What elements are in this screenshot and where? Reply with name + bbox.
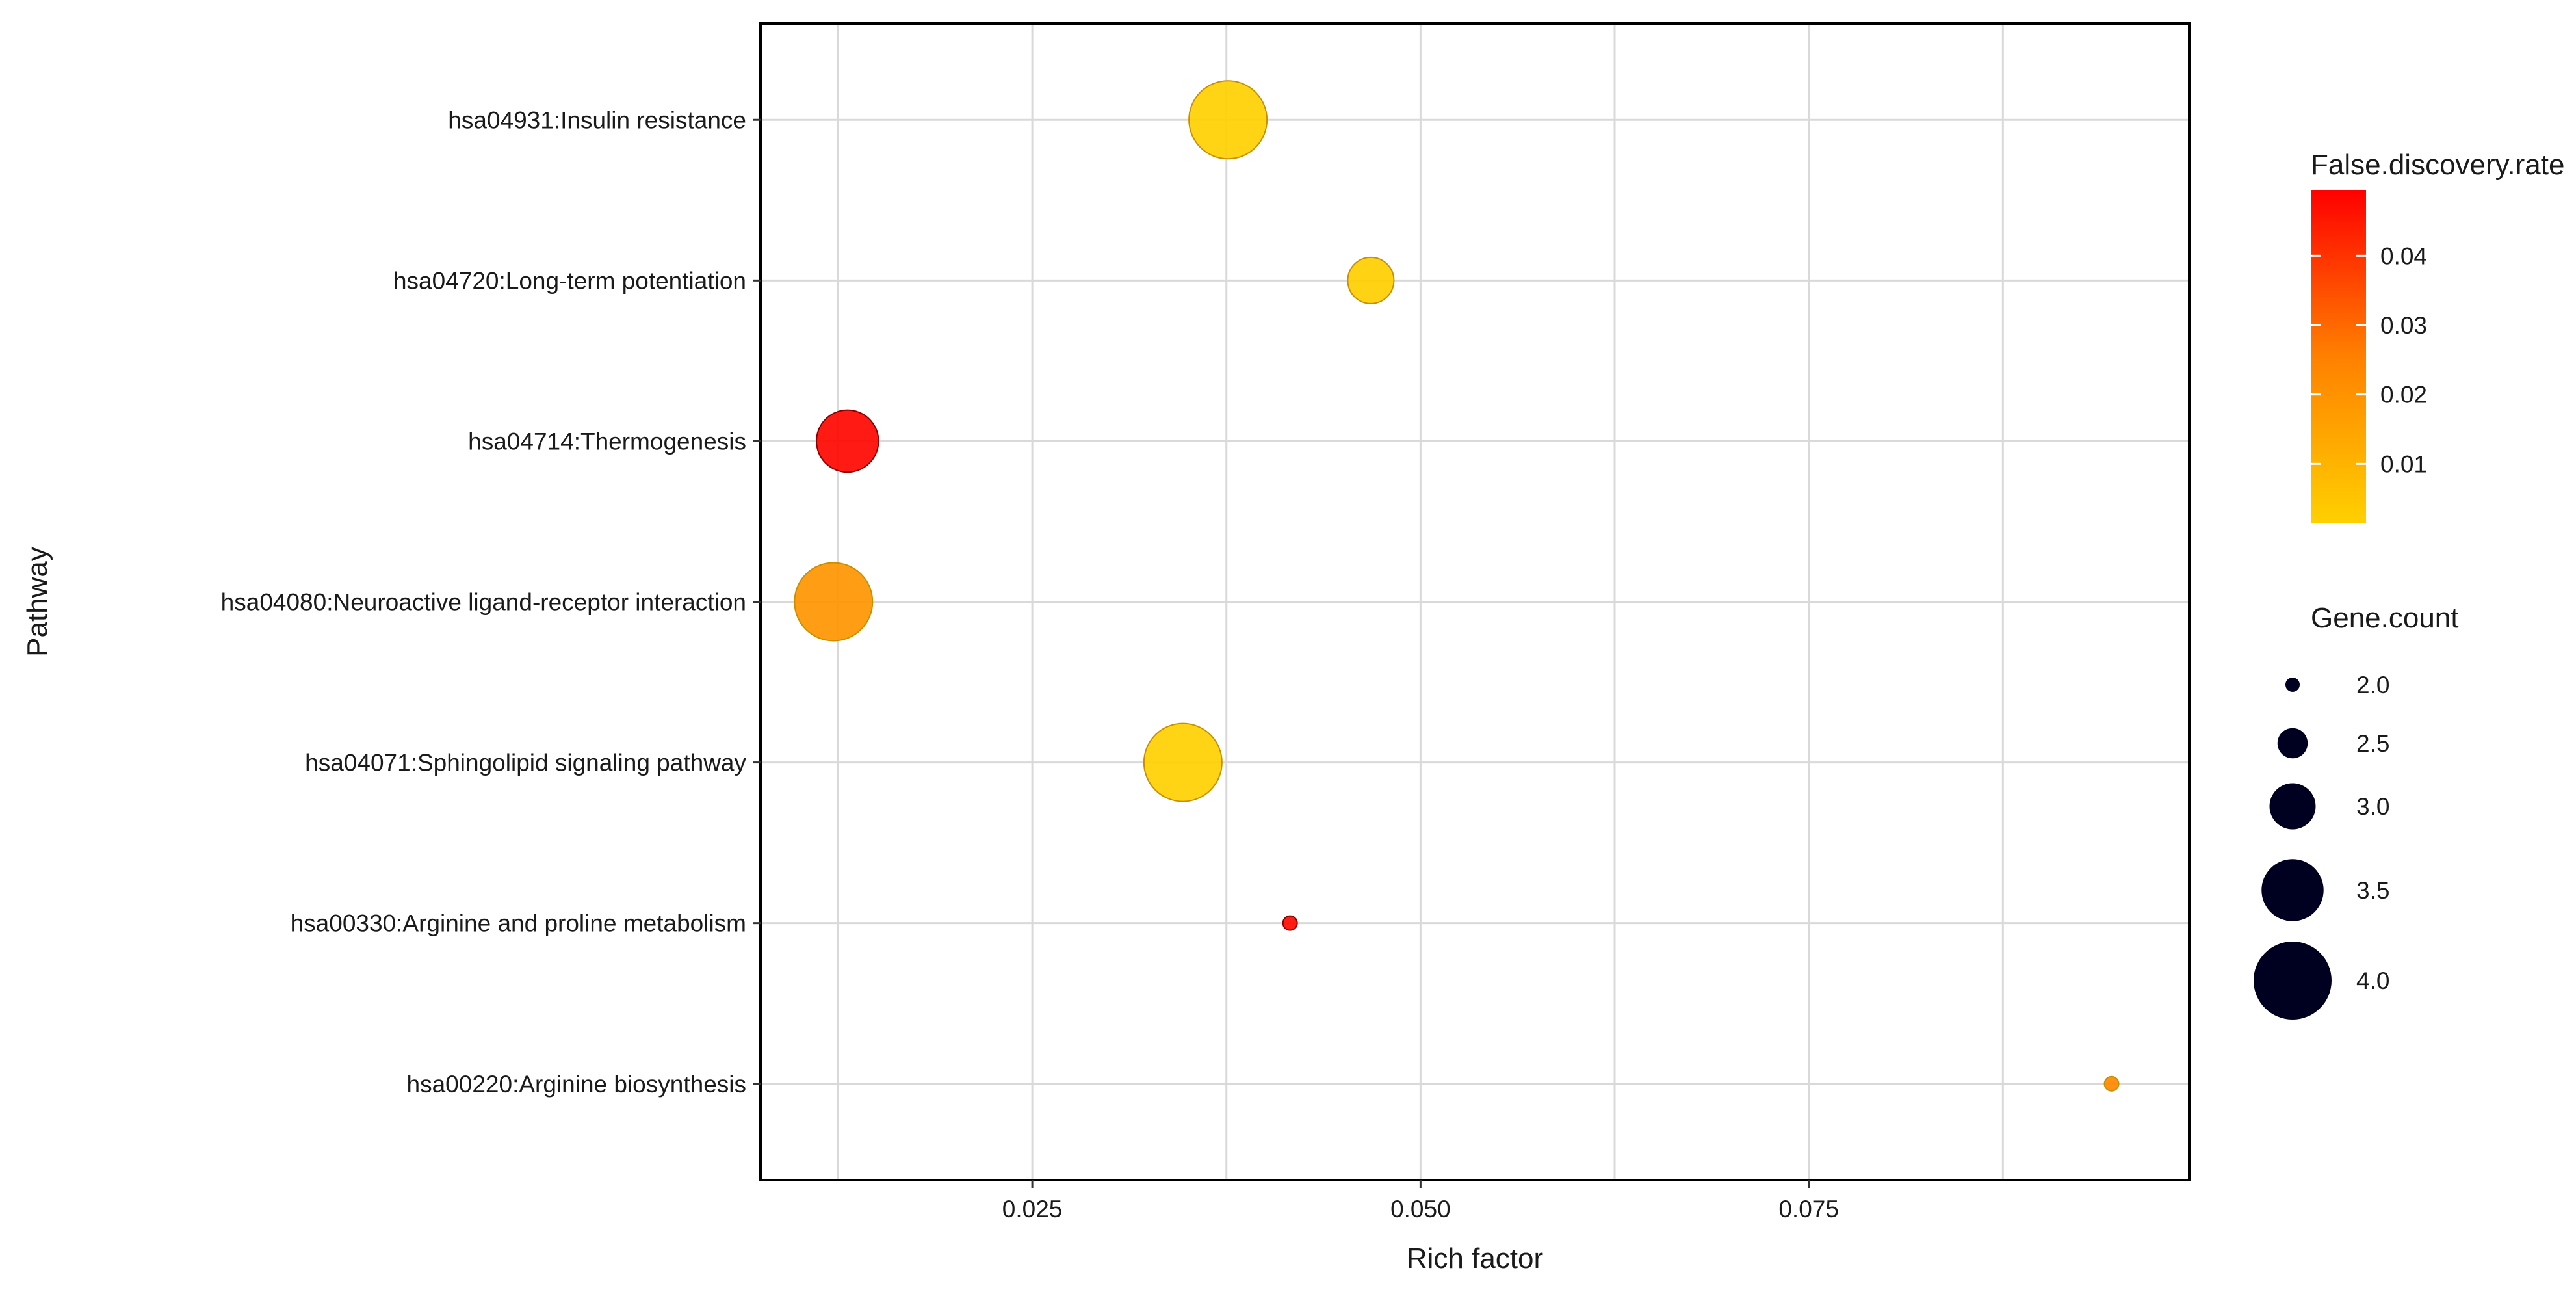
y-tick-label: hsa04720:Long-term potentiation [393, 267, 746, 294]
color-legend-bar [2311, 190, 2366, 523]
data-point [794, 562, 874, 642]
x-tick-label: 0.075 [1778, 1196, 1839, 1222]
y-tick-label: hsa00330:Arginine and proline metabolism [291, 910, 746, 937]
x-axis-title: Rich factor [1407, 1243, 1543, 1274]
data-point [1347, 256, 1395, 304]
color-legend-title: False.discovery.rate [2311, 149, 2564, 181]
color-legend-tick-label: 0.01 [2380, 451, 2427, 477]
y-tick-label: hsa04080:Neuroactive ligand-receptor int… [221, 589, 746, 616]
size-legend-label: 4.0 [2356, 968, 2389, 994]
data-point [1188, 80, 1268, 160]
data-points [794, 80, 2120, 1092]
color-legend-tick-label: 0.03 [2380, 312, 2427, 339]
color-legend-ticks: 0.01 0.02 0.03 0.04 [2311, 243, 2427, 477]
y-tick-label: hsa00220:Arginine biosynthesis [407, 1071, 746, 1098]
size-legend-label: 3.5 [2356, 877, 2389, 904]
data-point [816, 409, 879, 473]
color-legend: False.discovery.rate 0.01 0.02 0.03 0.04 [2311, 149, 2564, 523]
size-legend-label: 3.0 [2356, 793, 2389, 820]
data-point [2103, 1075, 2120, 1092]
color-legend-tick-label: 0.02 [2380, 382, 2427, 408]
y-tick-label: hsa04071:Sphingolipid signaling pathway [305, 750, 746, 776]
size-legend-circle [2269, 783, 2316, 830]
data-point [1143, 722, 1223, 802]
x-tick-label: 0.050 [1390, 1196, 1451, 1222]
size-legend-circle [2254, 942, 2332, 1020]
size-legend-circle [2285, 678, 2300, 692]
x-axis: 0.025 0.050 0.075 [1002, 1180, 1839, 1222]
grid-lines [761, 23, 2189, 1180]
size-legend-label: 2.5 [2356, 730, 2389, 757]
color-legend-tick-label: 0.04 [2380, 243, 2427, 269]
y-tick-label: hsa04931:Insulin resistance [448, 107, 746, 133]
size-legend-circle [2261, 859, 2324, 921]
size-legend-circle [2277, 728, 2308, 759]
size-legend-items: 2.0 2.5 3.0 3.5 4.0 [2254, 672, 2389, 1020]
size-legend-title: Gene.count [2311, 602, 2459, 634]
data-point [1282, 915, 1298, 931]
x-tick-label: 0.025 [1002, 1196, 1063, 1222]
y-tick-label: hsa04714:Thermogenesis [468, 428, 746, 455]
y-axis-title: Pathway [21, 547, 53, 657]
size-legend-label: 2.0 [2356, 672, 2389, 698]
y-axis: hsa04931:Insulin resistance hsa04720:Long… [221, 107, 761, 1098]
size-legend: Gene.count 2.0 2.5 3.0 3.5 4.0 [2254, 602, 2459, 1020]
